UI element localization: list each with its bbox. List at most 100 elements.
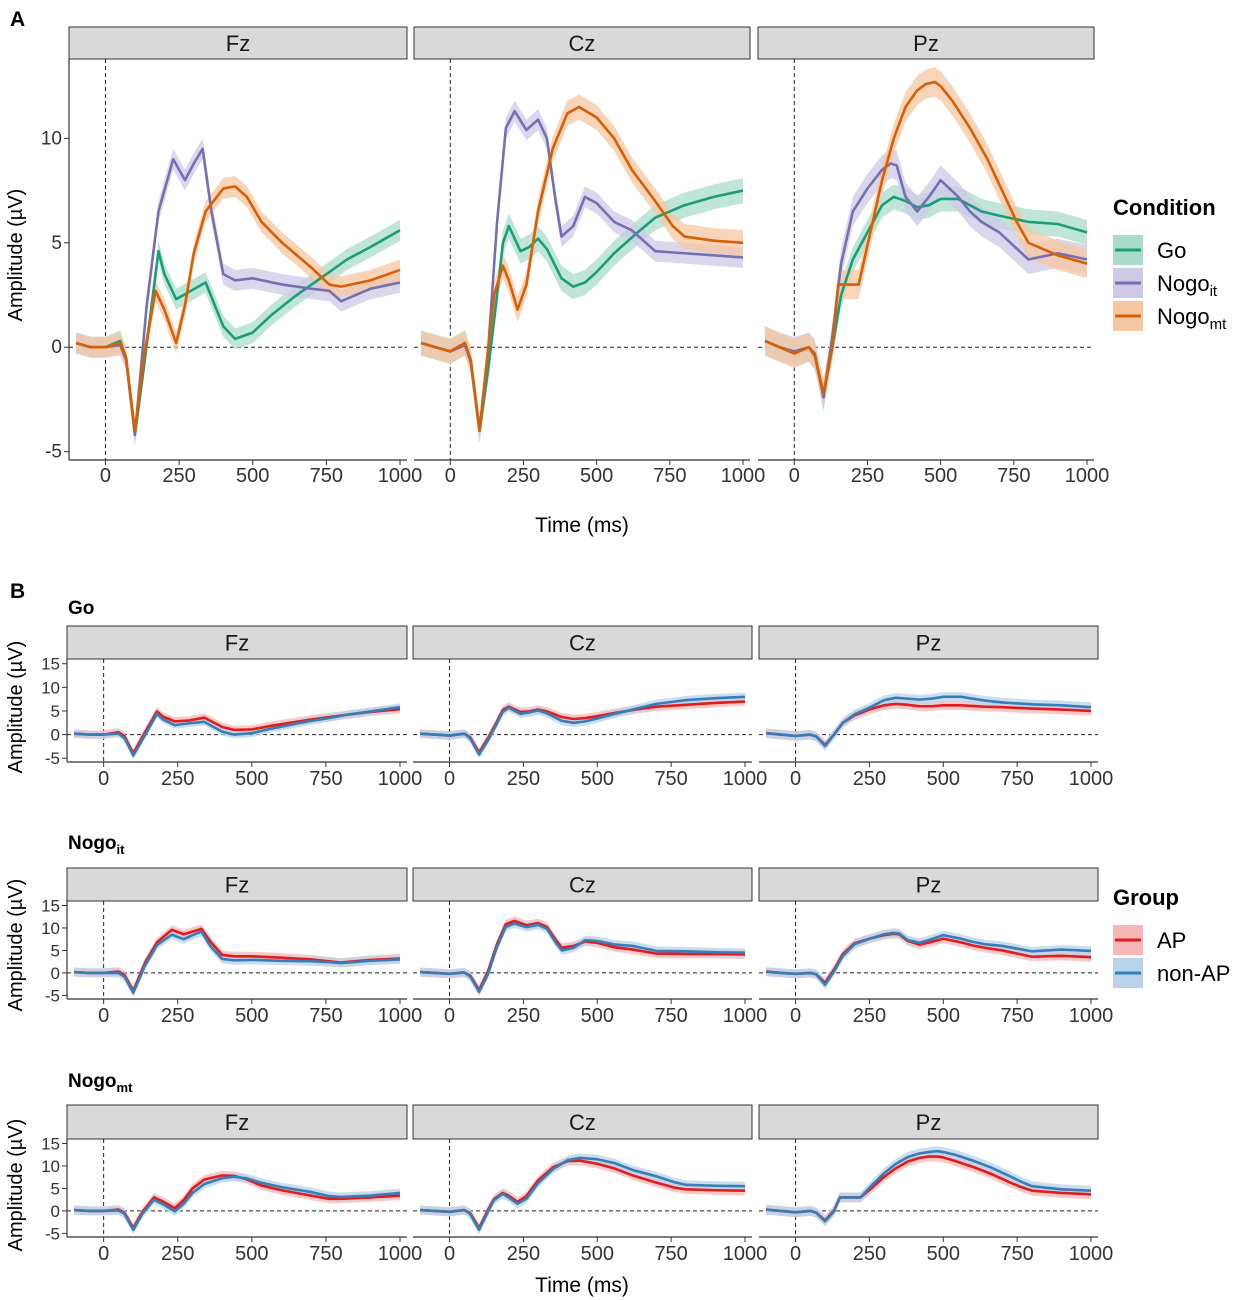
x-tick-label: 0 (790, 768, 801, 790)
facet-label: Cz (569, 31, 596, 56)
series-line-nogo_mt (420, 105, 744, 433)
row-title: Nogoit (68, 833, 125, 857)
x-tick-label: 250 (161, 1243, 194, 1265)
x-tick-label: 1000 (378, 1243, 423, 1265)
y-tick-label: 15 (41, 896, 60, 915)
facet-label: Pz (916, 631, 942, 656)
series-line-ap (419, 1159, 746, 1230)
series-line-non-ap (419, 695, 746, 756)
legend-group-title: Group (1113, 885, 1179, 910)
ribbon-ap (420, 697, 745, 757)
x-tick-label: 750 (1000, 768, 1033, 790)
x-tick-label: 1000 (378, 465, 423, 487)
legend-group-item-label: AP (1157, 928, 1186, 953)
x-tick-label: 1000 (723, 1005, 768, 1027)
y-tick-label: 10 (41, 678, 60, 697)
facet-strip (757, 26, 1095, 60)
facet-fz: Fz 0 250 500 750 1000 (68, 26, 423, 487)
series-line-non-ap (73, 930, 401, 995)
legend-group-item-label: non-AP (1157, 961, 1230, 986)
legend-condition-item-label: Go (1157, 238, 1186, 263)
x-tick-label: 1000 (1069, 1243, 1114, 1265)
facet-strip (413, 26, 751, 60)
series-line-nogo_it (420, 109, 744, 433)
facet-label: Fz (226, 31, 250, 56)
x-tick-label: 0 (444, 1243, 455, 1265)
ribbon-nogo_mt (76, 175, 400, 442)
x-tick-label: 750 (997, 465, 1030, 487)
y-tick-label: -5 (45, 1224, 60, 1243)
facet-cz: Cz 0 250 500 750 1000 (412, 1104, 767, 1265)
facet-cz: Cz 0 250 500 750 1000 (413, 26, 765, 487)
facet-label: Cz (569, 1110, 596, 1135)
legend-group: Group AP non-AP (1113, 885, 1230, 988)
y-tick-label: 10 (41, 1157, 60, 1176)
x-tick-label: 0 (98, 768, 109, 790)
series-line-non-ap (73, 1175, 401, 1232)
x-tick-label: 500 (235, 1005, 268, 1027)
series-line-non-ap (419, 922, 746, 994)
x-tick-label: 250 (507, 1243, 540, 1265)
y-tick-label: 10 (41, 128, 62, 149)
x-tick-label: 0 (790, 1005, 801, 1027)
legend-condition-item-label: Nogomt (1157, 304, 1227, 333)
legend-condition-title: Condition (1113, 195, 1216, 220)
ribbon-ap (766, 699, 1091, 750)
ribbon-ap (74, 1170, 400, 1233)
panel-a-label: A (10, 8, 25, 31)
facet-strip (66, 1104, 408, 1140)
y-tick-label: 5 (51, 233, 62, 254)
y-tick-label: 0 (51, 964, 60, 983)
x-tick-label: 750 (1000, 1005, 1033, 1027)
x-tick-label: 500 (927, 768, 960, 790)
y-tick-label: -5 (45, 749, 60, 768)
x-tick-label: 750 (309, 768, 342, 790)
ribbon-non-ap (766, 928, 1091, 990)
x-tick-label: 500 (580, 465, 613, 487)
y-tick-label: 5 (51, 941, 60, 960)
facet-label: Fz (225, 1110, 249, 1135)
facet-strip (412, 867, 753, 902)
series-line-nogo_mt (764, 80, 1088, 395)
row-title-subscript: it (117, 842, 126, 857)
facet-label: Cz (569, 631, 596, 656)
facet-strip (758, 625, 1099, 660)
facet-pz: Pz 0 250 500 750 1000 (758, 1104, 1114, 1265)
x-tick-label: 250 (507, 768, 540, 790)
y-tick-label: -5 (45, 442, 62, 463)
y-tick-label: -5 (45, 986, 60, 1005)
x-tick-label: 500 (927, 1243, 960, 1265)
series-line-non-ap (765, 695, 1092, 748)
y-tick-label: 0 (51, 1202, 60, 1221)
chart-row-1: Go Amplitude (µV) -5 0 5 10 15 Fz 0 250 500 750 1000… (5, 598, 1113, 790)
facet-pz: Pz 0 250 500 750 1000 (757, 26, 1110, 487)
chart-row-2: Nogoit Amplitude (µV) -5 0 5 10 15 Fz 0 250 500 750… (5, 833, 1113, 1027)
row-title: Go (68, 598, 94, 619)
series-line-ap (73, 927, 401, 993)
x-tick-label: 0 (790, 1243, 801, 1265)
x-tick-label: 250 (507, 465, 540, 487)
legend-condition-item-subscript: it (1210, 283, 1218, 300)
x-tick-label: 750 (654, 1005, 687, 1027)
facet-label: Pz (916, 873, 942, 898)
x-tick-label: 1000 (1065, 465, 1110, 487)
legend-condition-item-subscript: mt (1210, 316, 1227, 333)
facet-label: Cz (569, 873, 596, 898)
x-tick-label: 750 (654, 768, 687, 790)
ribbon-nogo_mt (421, 94, 743, 444)
x-tick-label: 250 (853, 1005, 886, 1027)
x-tick-label: 750 (309, 1243, 342, 1265)
y-tick-label: 5 (51, 1179, 60, 1198)
x-tick-label: 250 (851, 465, 884, 487)
facet-pz: Pz 0 250 500 750 1000 (758, 867, 1113, 1027)
x-tick-label: 0 (445, 465, 456, 487)
facet-label: Fz (225, 631, 249, 656)
x-tick-label: 250 (853, 768, 886, 790)
x-tick-label: 750 (1000, 1243, 1033, 1265)
ribbon-nogo_it (765, 148, 1087, 412)
facet-label: Pz (916, 1110, 942, 1135)
x-tick-label: 750 (653, 465, 686, 487)
x-tick-label: 500 (235, 1243, 268, 1265)
panel-b-label: B (10, 580, 25, 603)
